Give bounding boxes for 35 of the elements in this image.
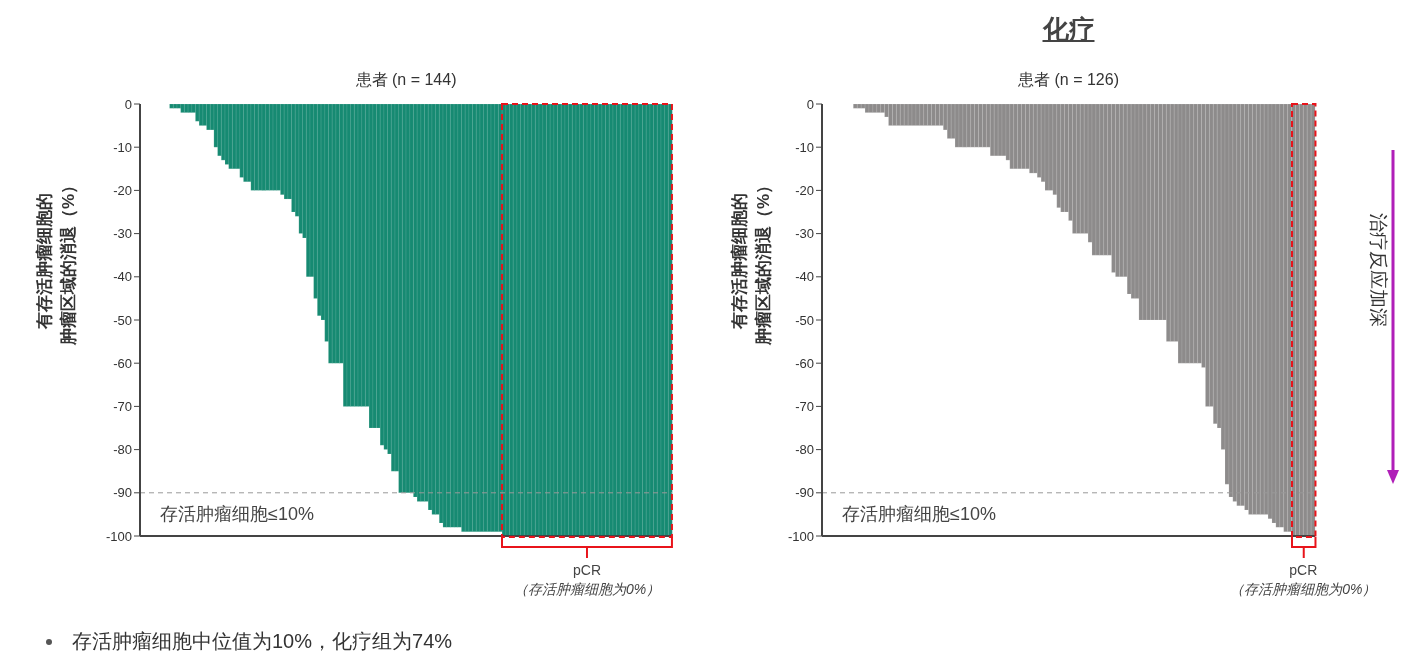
- y-tick-label: -60: [795, 355, 814, 371]
- y-tick-label: -40: [113, 269, 132, 285]
- text: pCR: [1288, 561, 1319, 580]
- y-tick-label: -100: [787, 528, 814, 544]
- y-tick-label: -70: [795, 399, 814, 415]
- ref-line-label: 存活肿瘤细胞≤10%: [160, 503, 314, 524]
- y-axis-title: 有存活肿瘤细胞的肿瘤区域的消退（%）: [729, 176, 774, 345]
- y-tick-label: -60: [113, 355, 132, 371]
- y-axis-title: 有存活肿瘤细胞的肿瘤区域的消退（%）: [34, 176, 79, 345]
- x-axis-title: 患者 (n = 126): [1017, 70, 1120, 90]
- y-tick-label: -10: [113, 139, 132, 155]
- y-tick-label: -70: [113, 399, 132, 415]
- y-tick-label: -80: [795, 442, 814, 458]
- y-tick-label: -20: [795, 183, 814, 199]
- y-tick-label: 0: [124, 96, 132, 112]
- y-tick-label: -20: [113, 183, 132, 199]
- ref-line-label: 存活肿瘤细胞≤10%: [842, 503, 996, 524]
- y-tick-label: -50: [113, 312, 132, 328]
- y-tick-label: -90: [795, 485, 814, 501]
- y-tick-label: -100: [105, 528, 132, 544]
- text: （存活肿瘤细胞为0%）: [512, 580, 662, 599]
- y-tick-label: -30: [113, 226, 132, 242]
- chart-title: 化疗: [1041, 13, 1096, 46]
- text: pCR: [572, 561, 602, 580]
- x-axis-title: 患者 (n = 144): [354, 70, 458, 90]
- text: 存活肿瘤细胞中位值为10%，化疗组为74%: [72, 629, 453, 654]
- y-tick-label: -80: [113, 442, 132, 458]
- y-tick-label: -40: [795, 269, 814, 285]
- y-tick-label: -30: [795, 226, 814, 242]
- y-tick-label: 0: [806, 96, 814, 112]
- y-tick-label: -90: [113, 485, 132, 501]
- y-tick-label: -50: [795, 312, 814, 328]
- text: （存活肿瘤细胞为0%）: [1229, 580, 1378, 599]
- y-tick-label: -10: [795, 139, 814, 155]
- text: 治疗反应加深: [1367, 213, 1390, 327]
